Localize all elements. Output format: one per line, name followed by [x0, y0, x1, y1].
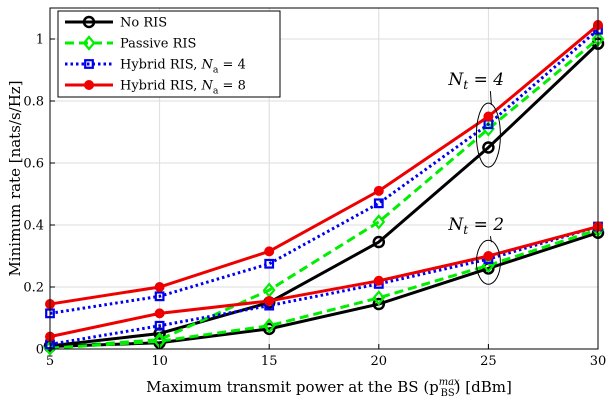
legend-marker	[84, 80, 94, 90]
data-point	[372, 290, 386, 306]
legend: No RIS Passive RIS Hybrid RIS, Na = 4 Hybri…	[57, 10, 281, 98]
data-point	[154, 282, 165, 292]
annotation-leader	[489, 91, 492, 106]
data-point	[373, 198, 384, 209]
data-point	[264, 258, 275, 269]
series-line	[49, 23, 599, 306]
data-point	[372, 214, 386, 230]
x-tick-label: 15	[261, 354, 278, 369]
x-tick-label: 20	[371, 354, 388, 369]
x-tick-label: 25	[480, 354, 497, 369]
legend-marker	[82, 35, 96, 51]
legend-label: No RIS	[120, 16, 167, 31]
series-Nt2-6	[45, 221, 603, 350]
data-point	[154, 308, 165, 319]
annotation-leader	[489, 236, 492, 243]
data-point	[154, 320, 165, 331]
data-point	[262, 318, 276, 334]
series-line	[49, 225, 599, 346]
annotation-label: Nt = 2	[447, 215, 504, 237]
data-point	[264, 295, 275, 306]
data-point	[373, 275, 384, 286]
legend-marker	[84, 59, 94, 69]
x-tick-label: 5	[46, 354, 54, 369]
legend-label: Passive RIS	[120, 37, 196, 52]
y-axis-label: Minimum rate [nats/s/Hz]	[6, 80, 24, 276]
legend-entry: Passive RIS	[65, 35, 196, 52]
series-line	[49, 42, 600, 348]
series-line	[49, 228, 599, 350]
series-line	[49, 28, 599, 315]
data-point	[483, 111, 494, 122]
data-point	[154, 291, 165, 302]
plot-frame	[49, 7, 599, 350]
y-tick-label: 1	[36, 33, 44, 48]
data-point	[482, 141, 495, 154]
legend-entry: Hybrid RIS, Na = 4	[65, 58, 246, 76]
legend-entry: No RIS	[65, 16, 167, 31]
legend-label: Hybrid RIS, Na = 4	[120, 58, 246, 76]
y-tick-label: 0	[36, 343, 44, 358]
annotation-layer: Nt = 4 Nt = 2	[447, 70, 504, 285]
x-tick-label: 10	[151, 354, 168, 369]
annotation-ellipse	[475, 102, 501, 168]
data-point	[264, 246, 275, 257]
data-point	[483, 251, 494, 261]
legend-label: Hybrid RIS, Na = 8	[120, 79, 246, 97]
x-tick-label: 30	[590, 354, 607, 369]
data-point	[262, 322, 276, 336]
legend-marker	[82, 15, 96, 29]
y-tick-label: 0.8	[23, 95, 44, 110]
series-layer	[43, 20, 605, 356]
y-tick-label: 0.2	[23, 281, 44, 296]
annotation-ellipse	[475, 239, 501, 285]
x-axis-label: Maximum transmit power at the BS (pmax BS…	[146, 377, 512, 399]
annotation-label: Nt = 4	[447, 70, 504, 92]
tick-layer: 5 10 15 20 25 30 0 0.2 0.4 0.6 0.8 1	[23, 33, 606, 370]
data-point	[372, 297, 386, 311]
series-line	[49, 225, 599, 339]
y-tick-label: 0.6	[23, 157, 44, 172]
series-Nt2-5	[43, 221, 605, 356]
series-Nt2-7	[45, 221, 603, 342]
legend-box	[57, 10, 281, 98]
y-tick-label: 0.4	[23, 219, 44, 234]
legend-entry: Hybrid RIS, Na = 8	[65, 79, 246, 97]
data-point	[373, 185, 384, 196]
series-Nt4-3	[45, 20, 603, 310]
data-point	[372, 235, 386, 249]
